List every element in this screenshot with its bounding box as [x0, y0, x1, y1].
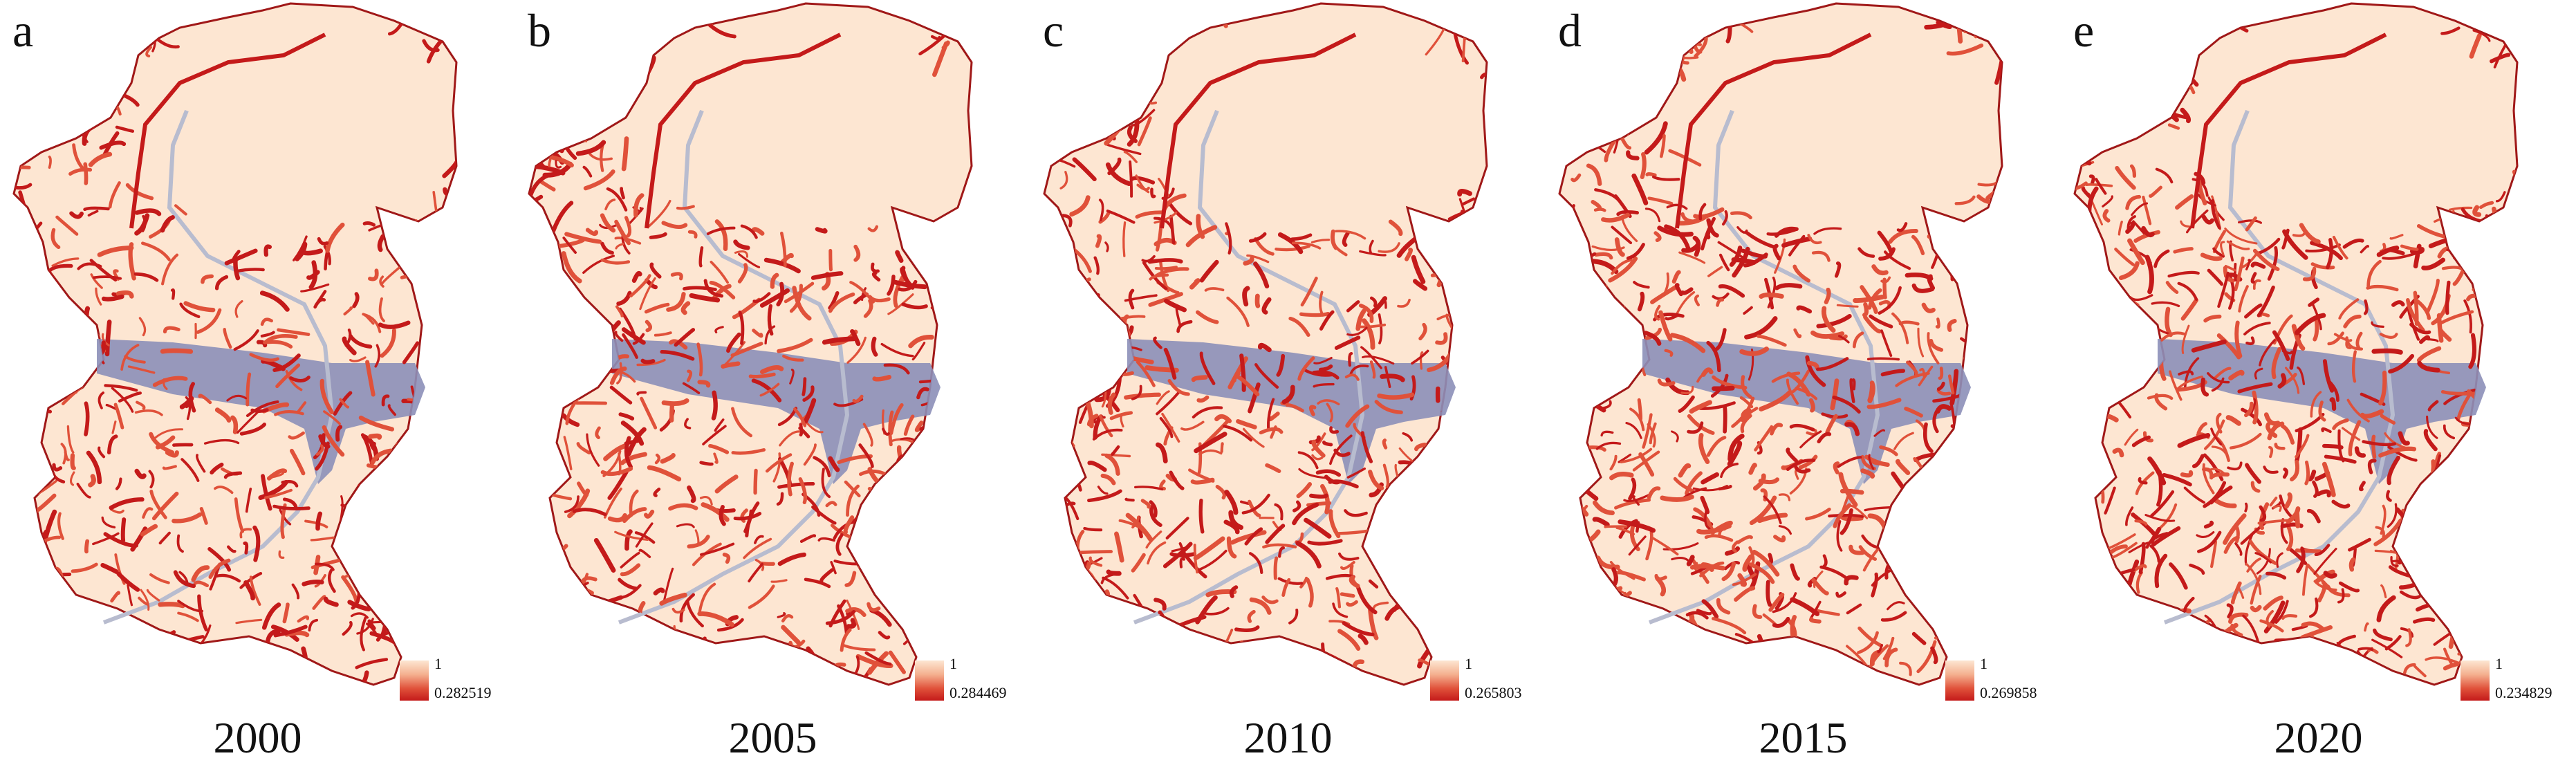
legend-max-label: 1 — [949, 655, 957, 672]
river-line — [618, 109, 850, 625]
legend-min-label: 0.282519 — [434, 684, 492, 701]
water-body — [612, 339, 940, 484]
legend-max-label: 1 — [2495, 655, 2503, 672]
legend-color-bar — [1430, 660, 1459, 701]
panel-year: 2020 — [2274, 713, 2363, 762]
legend-color-bar — [915, 660, 944, 701]
map-panel-e: e 1 0.234829 2020 — [2061, 0, 2576, 776]
map-panel-d: d 1 0.269858 2015 — [1546, 0, 2061, 776]
panel-letter: e — [2073, 4, 2095, 57]
water-body — [1642, 339, 1971, 484]
legend: 1 0.284469 — [915, 656, 1026, 702]
legend: 1 0.269858 — [1945, 656, 2056, 702]
panel-letter: a — [12, 4, 34, 57]
water-body — [97, 339, 425, 484]
legend-color-bar — [1945, 660, 1974, 701]
panel-year: 2010 — [1243, 713, 1333, 762]
river-line — [2163, 109, 2396, 625]
legend-color-bar — [2461, 660, 2490, 701]
panel-year: 2015 — [1759, 713, 1848, 762]
study-area — [528, 2, 973, 686]
resistance-map — [1043, 2, 1488, 686]
resistance-map — [528, 2, 973, 686]
panel-letter: c — [1043, 4, 1064, 57]
legend-min-label: 0.265803 — [1465, 684, 1522, 701]
legend: 1 0.282519 — [400, 656, 510, 702]
panel-year: 2000 — [213, 713, 302, 762]
legend-max-label: 1 — [434, 655, 442, 672]
legend: 1 0.234829 — [2461, 656, 2571, 702]
panel-year: 2005 — [728, 713, 817, 762]
legend: 1 0.265803 — [1430, 656, 1541, 702]
resistance-map — [12, 2, 458, 686]
resistance-map — [2073, 2, 2519, 686]
map-panel-a: a 1 0.282519 2000 — [0, 0, 515, 776]
legend-min-label: 0.269858 — [1980, 684, 2037, 701]
legend-min-label: 0.284469 — [949, 684, 1007, 701]
resistance-map — [1558, 2, 2003, 686]
legend-max-label: 1 — [1980, 655, 1987, 672]
map-panel-b: b 1 0.284469 2005 — [515, 0, 1030, 776]
panel-letter: b — [528, 4, 551, 57]
water-body — [2158, 339, 2486, 484]
panel-letter: d — [1558, 4, 1582, 57]
map-panel-c: c 1 0.265803 2010 — [1030, 0, 1546, 776]
legend-color-bar — [400, 660, 429, 701]
legend-min-label: 0.234829 — [2495, 684, 2552, 701]
legend-max-label: 1 — [1465, 655, 1472, 672]
